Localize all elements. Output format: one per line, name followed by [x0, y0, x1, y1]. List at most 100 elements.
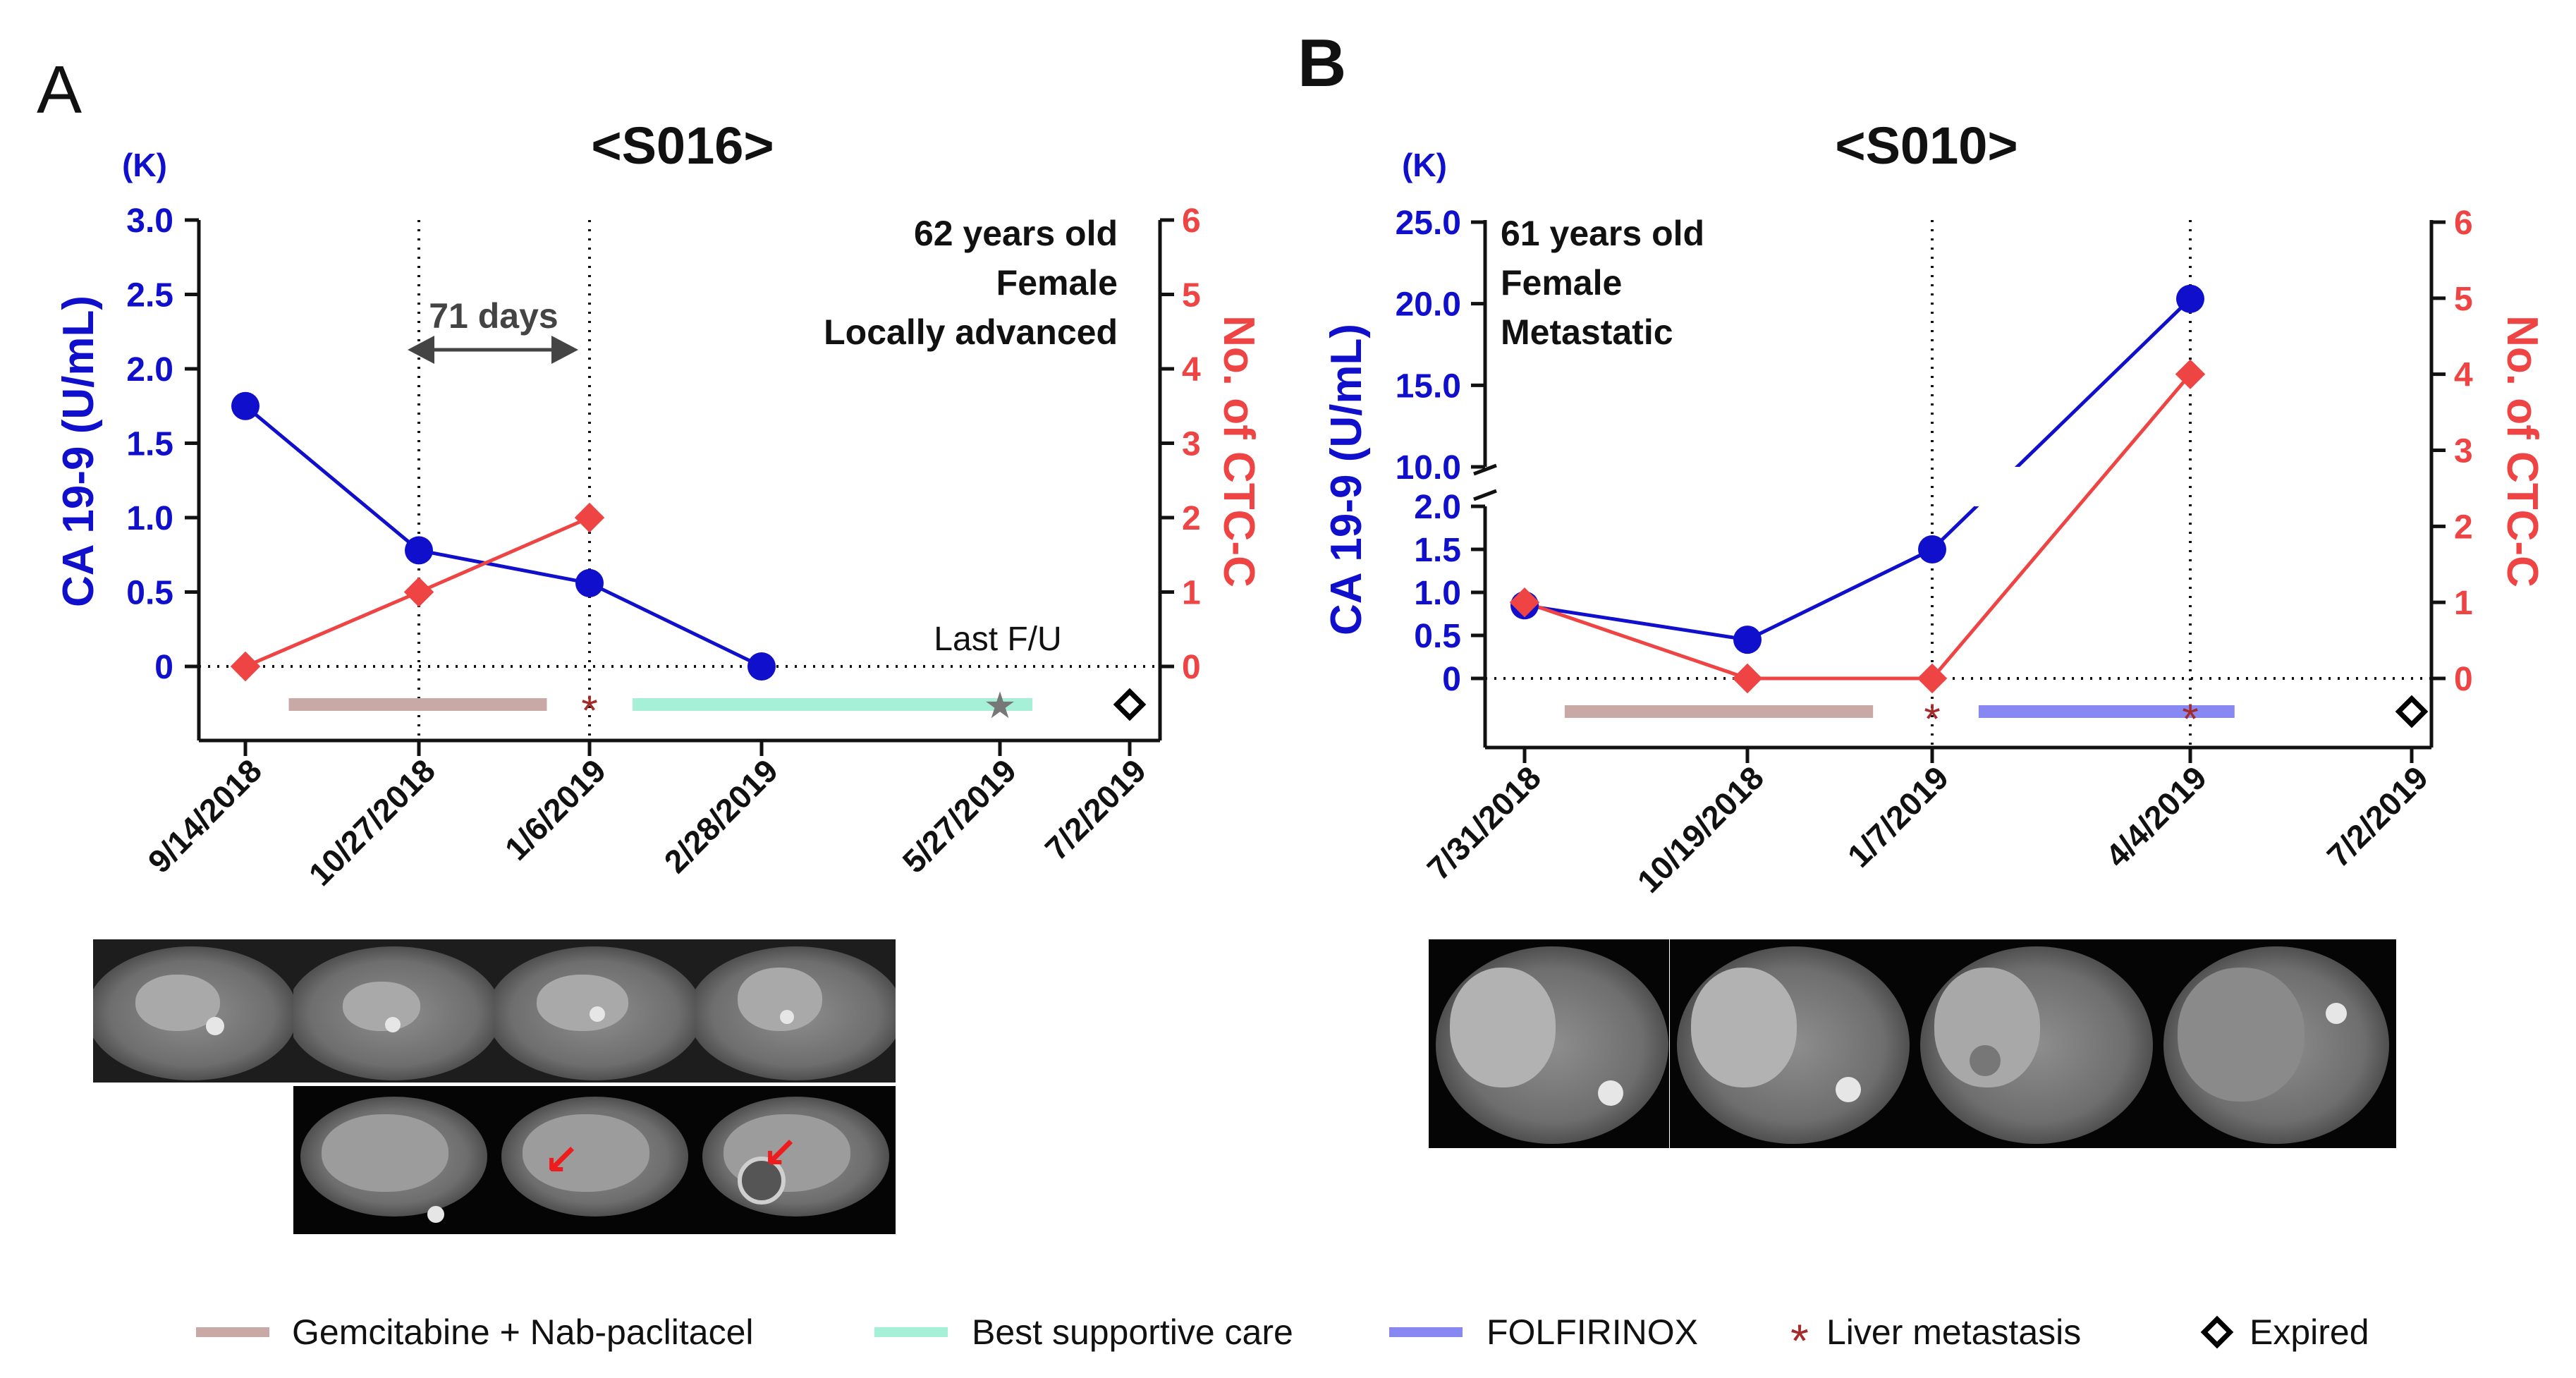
chart-b-treatment-bars: [1564, 705, 2235, 718]
ct-image-a-3: [494, 939, 695, 1083]
legend-label-gemcitabine: Gemcitabine + Nab-paclitacel: [292, 1312, 754, 1352]
chart-b-event-markers: * *: [1924, 695, 2429, 743]
chart-b-axis-break-mark-upper: [1473, 463, 1497, 476]
chart-a-left-tick-label: 2.0: [126, 351, 173, 389]
chart-b-break-gap: [1974, 467, 2073, 506]
chart-a-expired-marker: [1113, 688, 1147, 721]
chart-b-right-tick-label: 2: [2454, 508, 2473, 546]
legend-label-folfirinox: FOLFIRINOX: [1487, 1312, 1698, 1352]
chart-a-left-tick-label: 0: [154, 649, 173, 686]
chart-b-info-stage: Metastatic: [1501, 312, 1673, 352]
chart-b-left-tick-label: 0: [1442, 661, 1461, 698]
chart-b: B <S010> (K) CA 19-9 (U/mL) No. of CTC-C…: [1298, 25, 2546, 900]
ct-image-b-3: [1913, 939, 2156, 1148]
chart-b-expired-marker: [2395, 695, 2429, 728]
chart-b-right-tick-label: 1: [2454, 585, 2473, 622]
ct-image-a-4: [695, 939, 896, 1083]
panel-label-b: B: [1298, 25, 1346, 101]
chart-b-axis-break-mark-lower: [1473, 489, 1497, 501]
ct-image-a-7: ↙: [695, 1086, 896, 1234]
chart-b-left-tick-label: 0.5: [1414, 618, 1461, 655]
chart-a-patient-info: 62 years old Female Locally advanced: [824, 214, 1118, 352]
chart-b-x-tick-label: 4/4/2019: [2099, 759, 2214, 874]
chart-a-ctc-point: [230, 651, 261, 682]
chart-a-treatment-bar: [288, 698, 547, 711]
chart-b-series-line: [1524, 297, 2192, 642]
chart-a-star-icon: ★: [984, 685, 1017, 727]
chart-a-liver-metastasis-marker: *: [581, 687, 597, 734]
panel-label-a: A: [37, 52, 82, 128]
chart-a-x-ticks: 9/14/2018 10/27/2018 1/6/2019 2/28/2019 5/27…: [141, 740, 1153, 893]
ct-image-a-2: [293, 939, 494, 1083]
chart-a-info-sex: Female: [996, 263, 1118, 303]
chart-b-x-tick-label: 7/31/2018: [1420, 759, 1548, 886]
chart-a-ctc-point: [574, 502, 605, 533]
chart-a-left-tick-label: 2.5: [126, 277, 173, 315]
chart-b-left-tick-label: 25.0: [1396, 205, 1461, 242]
chart-b-title: <S010>: [1835, 116, 2018, 175]
chart-a-ctc-point: [403, 577, 434, 607]
chart-a-event-markers: * ★: [581, 685, 1147, 734]
chart-b-ca199-point: [2176, 284, 2204, 313]
chart-a-ylabel-left: CA 19-9 (U/mL): [54, 295, 103, 607]
chart-a-last-fu-label: Last F/U: [934, 621, 1061, 658]
chart-b-ca199-point: [1733, 626, 1762, 654]
chart-b-left-tick-label: 15.0: [1396, 367, 1461, 405]
chart-b-info-age: 61 years old: [1501, 214, 1704, 253]
legend-label-best-supportive-care: Best supportive care: [972, 1312, 1293, 1352]
chart-a-y-unit: (K): [122, 147, 167, 183]
chart-b-left-tick-label: 1.0: [1414, 575, 1461, 612]
chart-b-left-tick-label: 2.0: [1414, 489, 1461, 526]
ct-image-b-4: [2156, 939, 2396, 1148]
chart-a-right-tick-label: 1: [1182, 575, 1201, 612]
chart-a-treatment-bars: [288, 698, 1032, 711]
chart-a-left-tick-label: 0.5: [126, 575, 173, 612]
chart-a-x-tick-label: 1/6/2019: [498, 752, 613, 867]
chart-a-left-tick-label: 1.5: [126, 426, 173, 463]
chart-b-ca199-point: [1918, 535, 1946, 563]
legend-label-expired: Expired: [2250, 1312, 2369, 1352]
ct-image-b-2: [1670, 939, 1913, 1148]
chart-b-liver-metastasis-marker: *: [1924, 695, 1940, 743]
chart-a-ca199-point: [575, 568, 604, 597]
chart-a-series: [230, 391, 776, 682]
chart-a-x-tick-label: 5/27/2019: [896, 752, 1023, 879]
chart-a-info-stage: Locally advanced: [824, 312, 1118, 352]
chart-b-right-ticks: 0 1 2 3 4 5 6: [2431, 205, 2473, 698]
chart-b-right-tick-label: 4: [2454, 357, 2473, 394]
chart-a-series-line: [244, 404, 763, 669]
red-arrow-icon: ↙: [762, 1128, 798, 1178]
chart-a-ca199-point: [231, 391, 260, 420]
chart-a-treatment-bar: [633, 698, 1032, 711]
chart-a-interval-arrowhead-right: [551, 336, 578, 364]
chart-a-right-tick-label: 0: [1182, 649, 1201, 686]
chart-b-treatment-bar: [1978, 705, 2235, 718]
chart-b-series-line: [1524, 373, 2192, 681]
chart-b-left-tick-label: 10.0: [1396, 449, 1461, 487]
chart-b-left-tick-label: 20.0: [1396, 286, 1461, 324]
chart-a-right-tick-label: 4: [1182, 351, 1201, 389]
chart-a-interval-label: 71 days: [429, 296, 558, 336]
ct-image-a-5: [293, 1086, 494, 1234]
chart-a-right-tick-label: 6: [1182, 202, 1201, 240]
chart-b-info-sex: Female: [1501, 263, 1622, 303]
chart-b-right-tick-label: 0: [2454, 661, 2473, 698]
legend-swatch-folfirinox: [1389, 1327, 1463, 1337]
chart-b-y-unit: (K): [1402, 147, 1447, 183]
chart-b-right-tick-label: 3: [2454, 433, 2473, 470]
chart-a-left-tick-label: 3.0: [126, 202, 173, 240]
chart-b-x-tick-label: 10/19/2018: [1630, 759, 1771, 900]
chart-a-interval-arrowhead-left: [408, 336, 434, 364]
chart-a-left-ticks: 0 0.5 1.0 1.5 2.0 2.5 3.0: [126, 202, 199, 686]
chart-a-ca199-point: [747, 652, 776, 681]
chart-a-x-tick-label: 10/27/2018: [302, 752, 443, 893]
legend-swatch-gemcitabine: [196, 1327, 269, 1337]
chart-b-x-ticks: 7/31/2018 10/19/2018 1/7/2019 4/4/2019 7/2/2…: [1420, 748, 2435, 900]
ct-image-a-1: [93, 939, 293, 1083]
chart-a-left-tick-label: 1.0: [126, 500, 173, 537]
chart-b-ylabel-left: CA 19-9 (U/mL): [1322, 324, 1371, 635]
chart-a: A <S016> (K) CA 19-9 (U/mL) No. of CTC-C…: [37, 52, 1263, 893]
chart-b-right-tick-label: 6: [2454, 205, 2473, 242]
chart-b-liver-metastasis-marker: *: [2182, 695, 2198, 743]
